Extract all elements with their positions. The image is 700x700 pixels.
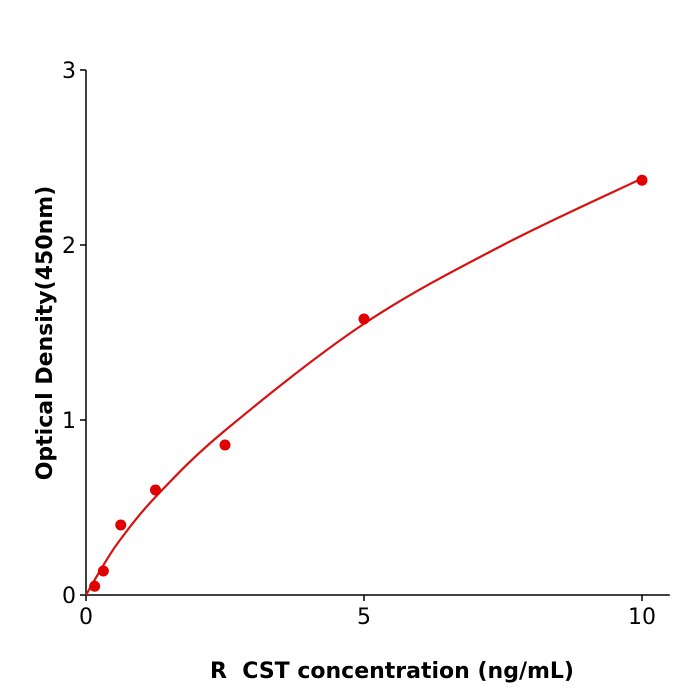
data-points xyxy=(89,174,648,592)
data-point xyxy=(89,580,101,592)
data-point xyxy=(358,313,370,325)
y-tick-label: 2 xyxy=(62,234,76,259)
data-point xyxy=(115,519,127,531)
y-tick-label: 3 xyxy=(62,59,76,84)
y-tick-label: 0 xyxy=(62,584,76,609)
x-tick-label: 0 xyxy=(79,605,93,630)
y-axis-title: Optical Density(450nm) xyxy=(33,186,58,481)
data-point xyxy=(219,439,231,451)
data-point xyxy=(636,174,648,186)
x-tick-label: 5 xyxy=(357,605,371,630)
x-tick-label: 10 xyxy=(628,605,656,630)
axes xyxy=(80,69,670,601)
data-point xyxy=(97,565,109,577)
x-axis-title: R CST concentration (ng/mL) xyxy=(210,659,574,684)
y-tick-label: 1 xyxy=(62,409,76,434)
data-point xyxy=(150,484,161,496)
fit-curve xyxy=(85,177,643,596)
